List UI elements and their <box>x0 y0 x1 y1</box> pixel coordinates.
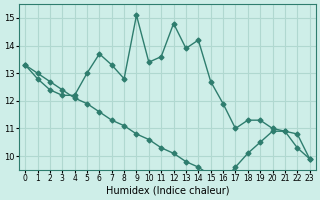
X-axis label: Humidex (Indice chaleur): Humidex (Indice chaleur) <box>106 186 229 196</box>
